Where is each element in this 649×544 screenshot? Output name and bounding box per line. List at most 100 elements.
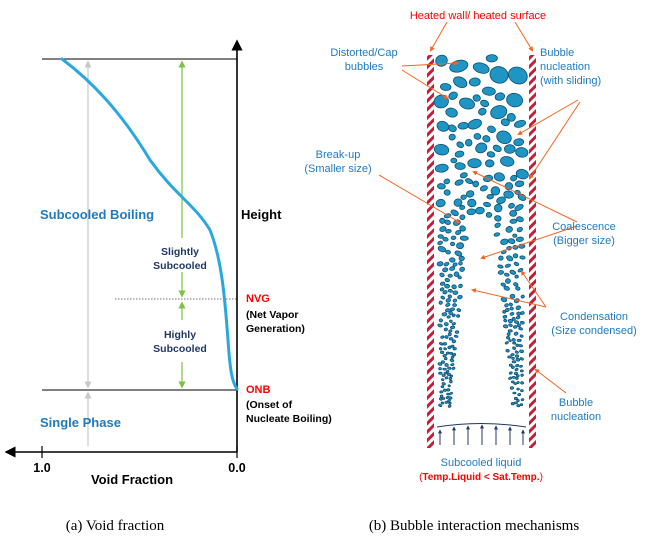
onb-desc-line2: Nucleate Boiling): [246, 413, 332, 425]
bubble: [433, 144, 450, 156]
bubble: [442, 236, 449, 242]
nucleation-label-line1: Bubble: [559, 397, 593, 409]
bubble: [520, 381, 524, 385]
caption-a: (a) Void fraction: [66, 518, 165, 534]
bubble: [440, 295, 446, 300]
bubble: [439, 281, 446, 286]
bubble: [511, 365, 515, 369]
bubble: [451, 322, 456, 326]
bubble: [454, 330, 460, 334]
bubble: [448, 337, 454, 341]
bubble: [438, 347, 443, 351]
bubble: [448, 396, 453, 400]
bubble: [447, 273, 453, 278]
bubble: [443, 356, 448, 361]
bubble: [509, 312, 515, 316]
bubble: [508, 202, 515, 209]
nvg-desc-line1: (Net Vapor: [246, 309, 299, 321]
bubble: [448, 401, 452, 405]
bubble: [453, 198, 463, 207]
bubble: [439, 342, 444, 346]
leader-coalescence-1: [472, 171, 578, 223]
right-heated-wall: [529, 55, 536, 448]
bubble: [438, 397, 443, 401]
bubble: [517, 393, 522, 397]
coalescence-label-line2: (Bigger size): [553, 235, 615, 247]
bubble: [504, 272, 510, 277]
x-axis-label: Void Fraction: [91, 472, 173, 487]
bubble: [448, 133, 456, 141]
bubble: [505, 348, 510, 353]
bubble: [441, 382, 446, 386]
height-axis-label: Height: [241, 207, 282, 222]
bubble: [458, 283, 463, 289]
bubble: [493, 172, 505, 182]
bubble: [437, 183, 446, 190]
bubble: [439, 226, 447, 232]
bubble: [449, 358, 455, 363]
bubble: [444, 308, 451, 313]
slightly-subcooled-line2: Subcooled: [153, 260, 207, 272]
bubble: [512, 341, 517, 345]
bubble: [450, 209, 459, 217]
bubble: [460, 194, 467, 200]
bubble: [438, 403, 443, 407]
bubble: [509, 306, 514, 311]
bubble: [483, 201, 491, 208]
bubble: [490, 105, 508, 120]
subcooled-liquid-label: Subcooled liquid: [441, 457, 522, 469]
bubble: [472, 94, 481, 102]
highly-subcooled-line1: Highly: [164, 329, 196, 341]
bubble: [448, 377, 453, 381]
temp-condition-text: (Temp.Liquid < Sat.Temp.): [419, 472, 543, 483]
void-fraction-curve: [60, 57, 239, 391]
bubble: [510, 353, 515, 357]
bubble: [520, 398, 525, 402]
bubble: [506, 336, 511, 340]
bubble: [438, 367, 442, 371]
bubble: [517, 323, 521, 328]
leader-top-left: [430, 21, 448, 52]
bubble: [502, 310, 506, 314]
bubble: [515, 168, 529, 180]
bubble: [482, 86, 496, 96]
bubble: [449, 307, 455, 312]
bubble: [442, 342, 447, 346]
leader-breakup: [378, 174, 461, 224]
bubble: [503, 190, 514, 199]
bubble: [449, 379, 453, 384]
panel-a-void-fraction: Subcooled Boiling Single Phase Slightly …: [4, 39, 332, 487]
inlet-flow-front: [436, 423, 527, 428]
bubble: [504, 144, 516, 154]
onb-label: ONB: [246, 384, 271, 396]
condensation-label-line1: Condensation: [560, 311, 628, 323]
bubble: [500, 238, 509, 245]
bubble: [458, 261, 463, 266]
bubble: [506, 332, 511, 337]
bubble: [444, 283, 450, 289]
coalescence-label-line1: Coalescence: [552, 221, 616, 233]
bubble: [459, 97, 475, 110]
heated-wall-label: Heated wall/ heated surface: [410, 10, 546, 22]
breakup-label-line1: Break-up: [316, 149, 361, 161]
bubble: [435, 54, 448, 67]
bubble: [437, 240, 443, 246]
bubble: [457, 294, 463, 300]
bubble: [515, 363, 520, 368]
bubble: [511, 375, 516, 379]
bubble: [513, 282, 519, 287]
bubble: [440, 385, 445, 389]
bubble: [519, 349, 524, 354]
bubble: [448, 351, 454, 355]
bubble: [509, 293, 516, 299]
bubble: [508, 339, 512, 343]
bubble: [494, 222, 501, 228]
bubble: [494, 203, 503, 213]
bubble: [513, 261, 520, 267]
bubble: [507, 355, 512, 359]
bubble: [445, 298, 451, 303]
bubble: [440, 360, 445, 364]
bubble: [513, 401, 518, 405]
bubble: [449, 266, 456, 271]
bubble: [508, 363, 513, 367]
